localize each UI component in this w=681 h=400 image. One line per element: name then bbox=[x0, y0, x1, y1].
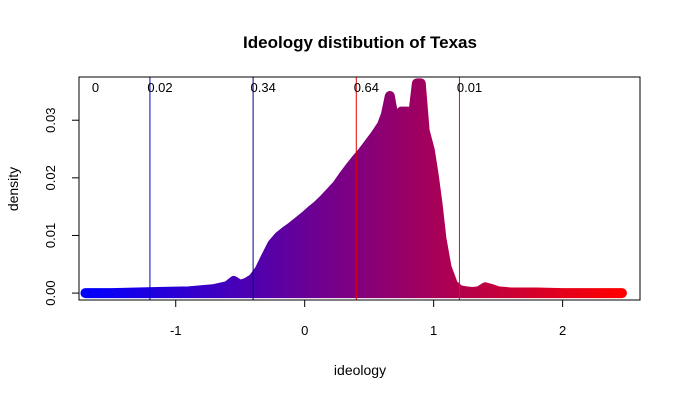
annotation-3: 0.34 bbox=[251, 80, 276, 95]
annotation-1: 0 bbox=[92, 80, 99, 95]
y-tick-label: 0.02 bbox=[43, 165, 58, 190]
x-axis-label: ideology bbox=[334, 362, 386, 378]
x-tick-label: -1 bbox=[170, 323, 182, 338]
y-axis: 0.00 0.01 0.02 0.03 bbox=[43, 108, 80, 306]
y-tick-label: 0.03 bbox=[43, 108, 58, 133]
annotation-2: 0.02 bbox=[147, 80, 172, 95]
chart-title: Ideology distibution of Texas bbox=[243, 33, 477, 52]
x-tick-label: 1 bbox=[430, 323, 437, 338]
annotation-5: 0.01 bbox=[457, 80, 482, 95]
annotation-4: 0.64 bbox=[354, 80, 379, 95]
y-tick-label: 0.01 bbox=[43, 223, 58, 248]
y-tick-label: 0.00 bbox=[43, 280, 58, 305]
x-tick-label: 2 bbox=[559, 323, 566, 338]
plot-area: 0 0.02 0.34 0.64 0.01 bbox=[80, 77, 627, 300]
density-area bbox=[80, 78, 627, 299]
y-axis-label: density bbox=[5, 167, 21, 211]
x-axis: -1 0 1 2 bbox=[170, 299, 566, 338]
x-tick-label: 0 bbox=[301, 323, 308, 338]
